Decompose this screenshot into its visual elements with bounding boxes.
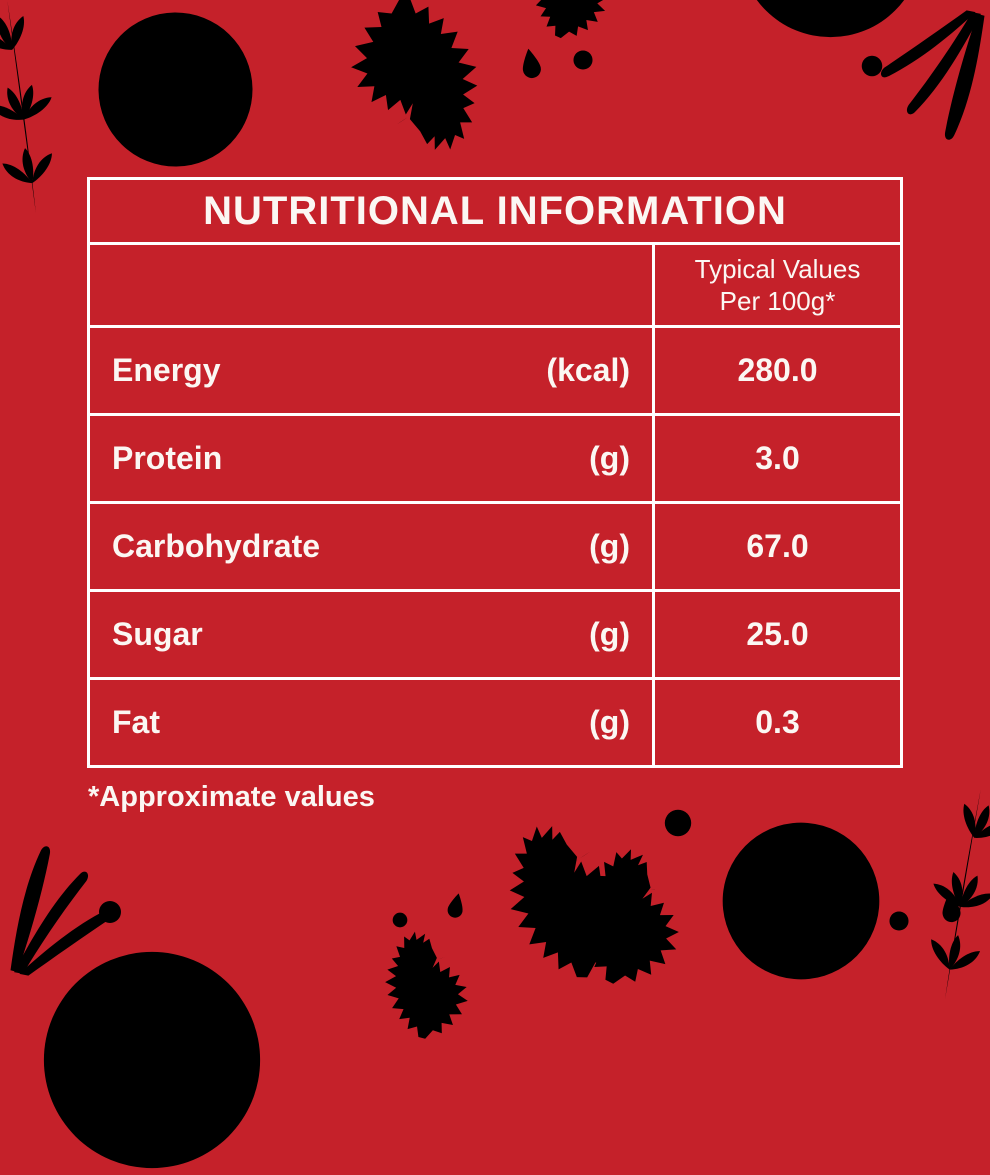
- nutrient-unit: (g): [589, 440, 630, 476]
- column-header-typical-values: Typical Values Per 100g*: [655, 245, 900, 325]
- table-row-protein-label: Protein (g): [90, 416, 652, 501]
- table-row-energy-label: Energy (kcal): [90, 328, 652, 413]
- parsley-leaf-icon: [541, 833, 724, 1016]
- leaf-blades-icon: [872, 6, 990, 154]
- water-droplet-icon: [515, 44, 547, 84]
- table-row-sugar-value: 25.0: [655, 592, 900, 677]
- parsley-leaf-icon: [314, 0, 506, 167]
- column-header-line1: Typical Values: [694, 253, 861, 284]
- seed-dot-icon: [660, 805, 696, 841]
- water-droplet-icon: [442, 889, 470, 923]
- nutrient-unit: (g): [589, 616, 630, 652]
- leaf-blades-icon: [0, 832, 123, 980]
- table-title: NUTRITIONAL INFORMATION: [90, 180, 900, 242]
- nutrient-unit: (kcal): [546, 352, 630, 388]
- table-row-fat-value: 0.3: [655, 680, 900, 765]
- seed-dot-icon: [95, 897, 125, 927]
- nutrition-table: NUTRITIONAL INFORMATION Typical Values P…: [87, 177, 903, 768]
- approximate-values-footnote: *Approximate values: [88, 781, 375, 813]
- nutrient-name: Energy: [112, 352, 221, 388]
- tomato-slice-icon: [72, 0, 280, 193]
- nutrient-name: Protein: [112, 440, 223, 476]
- parsley-leaf-icon: [481, 809, 673, 1001]
- table-row-sugar-label: Sugar (g): [90, 592, 652, 677]
- nutrient-unit: (g): [589, 528, 630, 564]
- onion-rings-icon: [733, 0, 928, 43]
- nutrition-label-page: { "table": { "title": "NUTRITIONAL INFOR…: [0, 0, 990, 990]
- column-header-line2: Per 100g*: [719, 286, 836, 316]
- flower-sprig-icon: [885, 785, 990, 1008]
- nutrient-name: Fat: [112, 704, 160, 740]
- onion-rings-icon: [37, 945, 267, 1175]
- table-row-protein-value: 3.0: [655, 416, 900, 501]
- nutrient-name: Sugar: [112, 616, 203, 652]
- table-row-energy-value: 280.0: [655, 328, 900, 413]
- parsley-leaf-icon: [508, 0, 637, 59]
- seed-dot-icon: [570, 47, 596, 73]
- table-row-carbohydrate-value: 67.0: [655, 504, 900, 589]
- seed-dot-icon: [858, 52, 886, 80]
- tomato-slice-icon: [705, 805, 898, 998]
- nutrient-name: Carbohydrate: [112, 528, 321, 564]
- seed-dot-icon: [886, 908, 912, 934]
- table-row-fat-label: Fat (g): [90, 680, 652, 765]
- table-row-carbohydrate-label: Carbohydrate (g): [90, 504, 652, 589]
- seed-dot-icon: [390, 910, 410, 930]
- water-droplet-icon: [936, 889, 966, 928]
- nutrient-unit: (g): [589, 704, 630, 740]
- header-empty-cell: [90, 245, 652, 325]
